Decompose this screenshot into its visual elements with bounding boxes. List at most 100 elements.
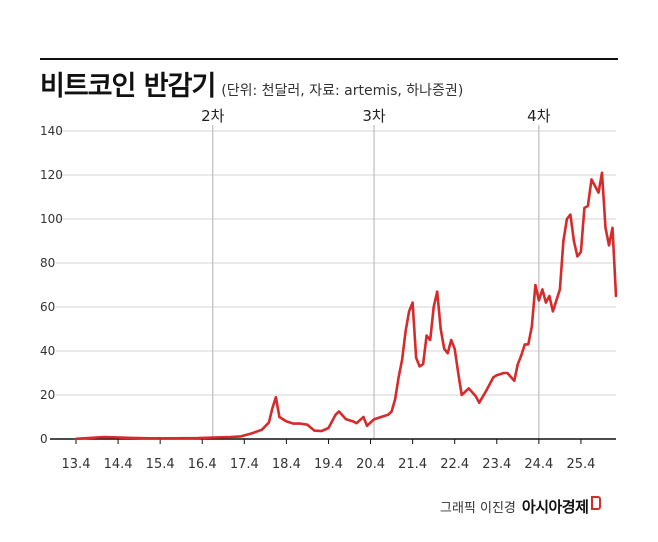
credit-label: 그래픽 이진경 [440, 501, 516, 516]
data-point [590, 178, 593, 181]
title-top-rule [40, 58, 618, 60]
data-point [506, 372, 509, 374]
data-point [418, 365, 421, 368]
data-point [450, 339, 453, 341]
chart-title: 비트코인 반감기 [40, 71, 216, 102]
data-point [292, 422, 295, 425]
data-point [537, 299, 540, 302]
y-tick-label: 60 [40, 300, 55, 314]
x-tick-label: 14.4 [104, 457, 133, 472]
data-point [551, 310, 554, 313]
data-point [173, 437, 176, 440]
data-point [373, 418, 376, 421]
data-point [579, 251, 582, 253]
x-tick-label: 19.4 [314, 457, 343, 472]
y-tick-label: 80 [40, 256, 55, 270]
x-tick-label: 15.4 [146, 457, 175, 472]
data-point [267, 421, 270, 424]
y-tick-label: 100 [40, 212, 63, 226]
y-tick-label: 120 [40, 168, 63, 182]
data-point [555, 299, 558, 302]
data-point [397, 376, 400, 379]
brand-name: 아시아경제 [521, 498, 589, 516]
data-point [148, 437, 151, 440]
data-point [541, 288, 544, 291]
data-point [572, 240, 575, 242]
data-point [362, 416, 365, 418]
data-point [436, 290, 439, 293]
data-point [103, 436, 106, 439]
data-point [443, 347, 446, 350]
chart-subtitle: (단위: 천달러, 자료: artemis, 하나증권) [221, 83, 464, 99]
data-point [239, 435, 242, 438]
x-tick-label: 23.4 [482, 457, 511, 472]
data-point [562, 240, 565, 242]
data-point [607, 244, 610, 247]
data-point [197, 437, 200, 440]
data-point [422, 363, 425, 366]
data-point [558, 288, 561, 291]
data-point [593, 185, 596, 187]
data-point [380, 416, 383, 418]
data-point [548, 295, 551, 297]
data-point [474, 395, 477, 398]
data-point [425, 334, 428, 337]
data-point [576, 255, 579, 258]
data-point [404, 330, 407, 333]
data-point [478, 401, 481, 404]
data-point [583, 207, 586, 209]
data-point [352, 420, 355, 423]
data-point [615, 295, 617, 297]
y-tick-label: 140 [40, 124, 63, 138]
data-point [345, 418, 347, 421]
x-tick-label: 13.4 [62, 457, 91, 472]
data-point [495, 374, 498, 377]
data-point [523, 343, 526, 346]
data-point [401, 358, 404, 361]
data-point [460, 394, 463, 396]
data-point [260, 428, 263, 431]
x-tick-label: 18.4 [272, 457, 301, 472]
data-point [513, 379, 516, 382]
data-point [530, 325, 533, 328]
data-point [597, 191, 600, 194]
data-point [565, 218, 568, 220]
data-point [544, 301, 547, 304]
data-point [250, 432, 253, 435]
x-tick-label: 17.4 [230, 457, 259, 472]
data-point [534, 284, 537, 286]
data-point [604, 226, 607, 229]
data-point [337, 410, 340, 413]
data-point [278, 416, 281, 418]
data-point [502, 372, 505, 374]
data-point [492, 376, 495, 379]
red-bracket-logo-icon [591, 496, 602, 510]
data-point [600, 171, 603, 174]
data-point [271, 407, 274, 410]
chart-header: 비트코인 반감기 (단위: 천달러, 자료: artemis, 하나증권) [40, 64, 463, 103]
halving-label: 2차 [201, 107, 225, 125]
data-point [457, 372, 460, 374]
x-tick-label: 22.4 [440, 457, 469, 472]
graphic-credit: 그래픽 이진경 아시아경제 [440, 496, 602, 517]
data-point [569, 213, 572, 216]
data-point [306, 423, 309, 426]
x-tick-label: 20.4 [356, 457, 385, 472]
data-point [527, 343, 530, 346]
data-point [408, 310, 411, 313]
x-tick-label: 16.4 [188, 457, 217, 472]
x-tick-label: 21.4 [398, 457, 427, 472]
x-tick-label: 25.4 [566, 457, 595, 472]
halving-label: 3차 [362, 107, 386, 125]
data-point [366, 424, 369, 427]
data-point [432, 306, 435, 308]
data-point [439, 328, 442, 330]
data-point [75, 437, 77, 440]
y-tick-label: 0 [40, 432, 48, 446]
data-point [520, 354, 523, 357]
data-point [390, 410, 393, 413]
data-point [124, 436, 127, 439]
x-tick-label: 24.4 [524, 457, 553, 472]
data-point [467, 387, 470, 390]
